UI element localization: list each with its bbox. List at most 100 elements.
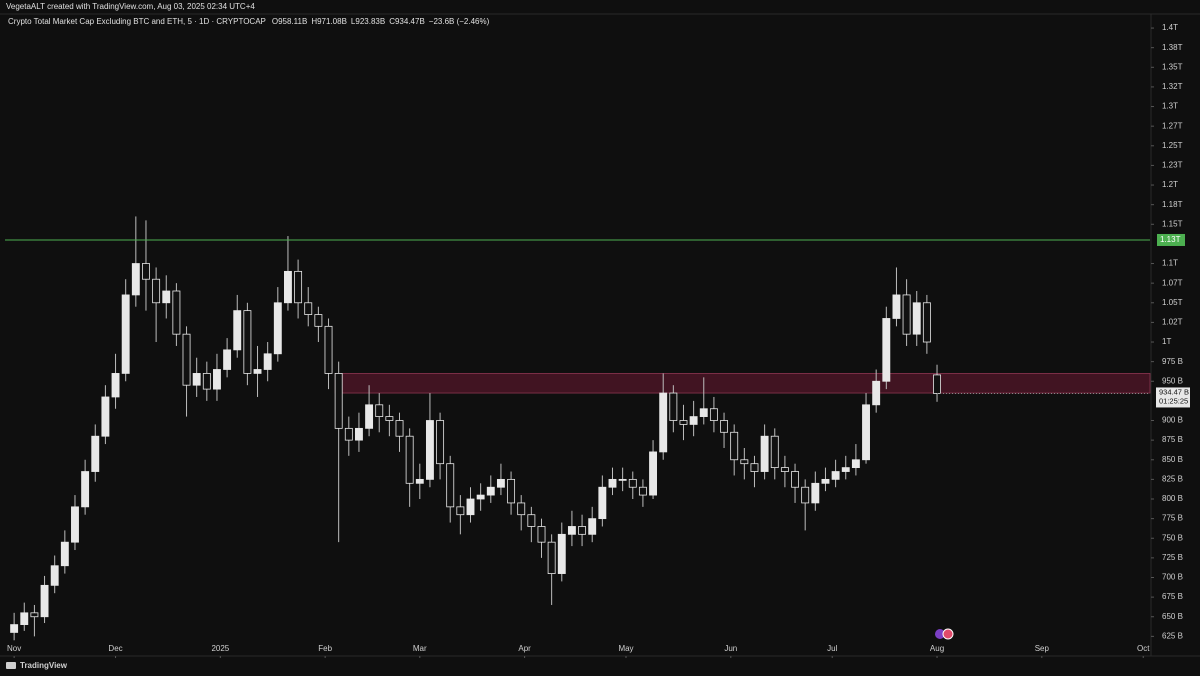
candle-body xyxy=(172,290,181,335)
y-tick-label: 1.38T xyxy=(1162,43,1183,52)
candle-body xyxy=(669,392,678,421)
ohlc-prefix: O xyxy=(272,17,278,26)
supply-zone xyxy=(334,373,1151,394)
y-tick-label: 1.32T xyxy=(1162,82,1183,91)
x-tick-label: Feb xyxy=(318,644,332,653)
y-tick-label: 725 B xyxy=(1162,553,1183,562)
candle-body xyxy=(507,478,516,504)
candle-body xyxy=(91,435,100,472)
candle-body xyxy=(831,471,840,480)
y-tick-label: 1.1T xyxy=(1162,259,1178,268)
x-tick-label: Apr xyxy=(518,644,531,653)
candle-body xyxy=(324,325,333,374)
y-tick-label: 900 B xyxy=(1162,416,1183,425)
candle-body xyxy=(578,526,587,535)
candle-body xyxy=(608,478,617,488)
candle-body xyxy=(142,263,150,280)
candle-body xyxy=(730,431,739,461)
y-tick-label: 625 B xyxy=(1162,631,1183,640)
ohlc-value: 934.47B xyxy=(395,17,425,26)
y-tick-label: 975 B xyxy=(1162,357,1183,366)
candle-body xyxy=(791,471,799,488)
y-tick-label: 950 B xyxy=(1162,376,1183,385)
candle-body xyxy=(496,478,505,488)
candle-body xyxy=(720,420,728,433)
candle-body xyxy=(152,278,161,304)
resistance-label-bg xyxy=(1157,233,1185,246)
x-tick-label: Oct xyxy=(1137,644,1150,653)
y-tick-label: 1.18T xyxy=(1162,200,1183,209)
candle-body xyxy=(618,478,627,481)
candle-body xyxy=(213,369,221,390)
candle-body xyxy=(294,270,303,304)
candle-body xyxy=(162,290,171,304)
candle-body xyxy=(30,612,39,618)
candle-body xyxy=(334,373,343,429)
candle-body xyxy=(202,373,211,390)
y-tick-label: 1.3T xyxy=(1162,102,1178,111)
ohlc-prefix: L xyxy=(351,17,356,26)
candle-body xyxy=(436,420,445,465)
y-tick-label: 800 B xyxy=(1162,494,1183,503)
candle-body xyxy=(131,263,140,296)
y-tick-label: 700 B xyxy=(1162,573,1183,582)
candle-body xyxy=(862,404,870,461)
y-tick-label: 825 B xyxy=(1162,474,1183,483)
x-tick-label: Mar xyxy=(413,644,427,653)
candle-body xyxy=(284,270,292,304)
candle-body xyxy=(557,533,566,574)
x-tick-label: Nov xyxy=(7,644,21,653)
candle-body xyxy=(476,494,485,500)
y-tick-label: 650 B xyxy=(1162,612,1183,621)
candle-body xyxy=(395,420,404,437)
candle-body xyxy=(821,478,830,484)
candle-body xyxy=(385,416,394,421)
candle-body xyxy=(882,318,891,382)
y-tick-label: 1.25T xyxy=(1162,141,1183,150)
y-tick-label: 1T xyxy=(1162,337,1171,346)
last-price-label: 934.47 B xyxy=(1159,387,1189,396)
y-tick-label: 750 B xyxy=(1162,533,1183,542)
candle-body xyxy=(192,373,201,386)
x-tick-label: Dec xyxy=(108,644,122,653)
candle-body xyxy=(121,294,130,374)
event-icon xyxy=(935,629,945,639)
candle-body xyxy=(273,302,282,355)
brand: TradingView xyxy=(6,661,68,670)
candle-body xyxy=(50,565,59,586)
candle-body xyxy=(253,369,262,374)
x-tick-label: Jul xyxy=(827,644,837,653)
candle-body xyxy=(659,392,668,453)
candle-body xyxy=(304,302,313,315)
candle-body xyxy=(182,333,191,386)
brand-name: TradingView xyxy=(20,661,68,670)
countdown: 01:25:25 xyxy=(1159,396,1188,405)
candle-body xyxy=(344,427,353,441)
candle-body xyxy=(598,486,607,520)
credit: VegetaALT created with TradingView.com, … xyxy=(6,2,255,11)
x-tick-label: 2025 xyxy=(211,644,229,653)
candle-body xyxy=(40,584,49,618)
y-tick-label: 675 B xyxy=(1162,592,1183,601)
candle-body xyxy=(365,404,374,429)
y-tick-label: 1.27T xyxy=(1162,121,1183,130)
candle-body xyxy=(770,435,779,469)
candle-body xyxy=(780,467,789,472)
ohlc-prefix: C xyxy=(389,17,395,26)
resistance-label: 1.13T xyxy=(1160,235,1181,244)
candle-body xyxy=(922,302,931,343)
change-value: −23.6B (−2.46%) xyxy=(429,17,490,26)
candle-body xyxy=(689,416,698,425)
y-tick-label: 850 B xyxy=(1162,455,1183,464)
ohlc-prefix: H xyxy=(311,17,317,26)
ohlc-value: 923.83B xyxy=(355,17,385,26)
candle-body xyxy=(547,541,556,574)
candle-body xyxy=(588,518,597,535)
y-tick-label: 1.35T xyxy=(1162,62,1183,71)
candle-body xyxy=(446,463,455,508)
candle-body xyxy=(628,478,637,488)
candle-body xyxy=(811,482,820,504)
ohlc-value: 958.11B xyxy=(278,17,307,26)
